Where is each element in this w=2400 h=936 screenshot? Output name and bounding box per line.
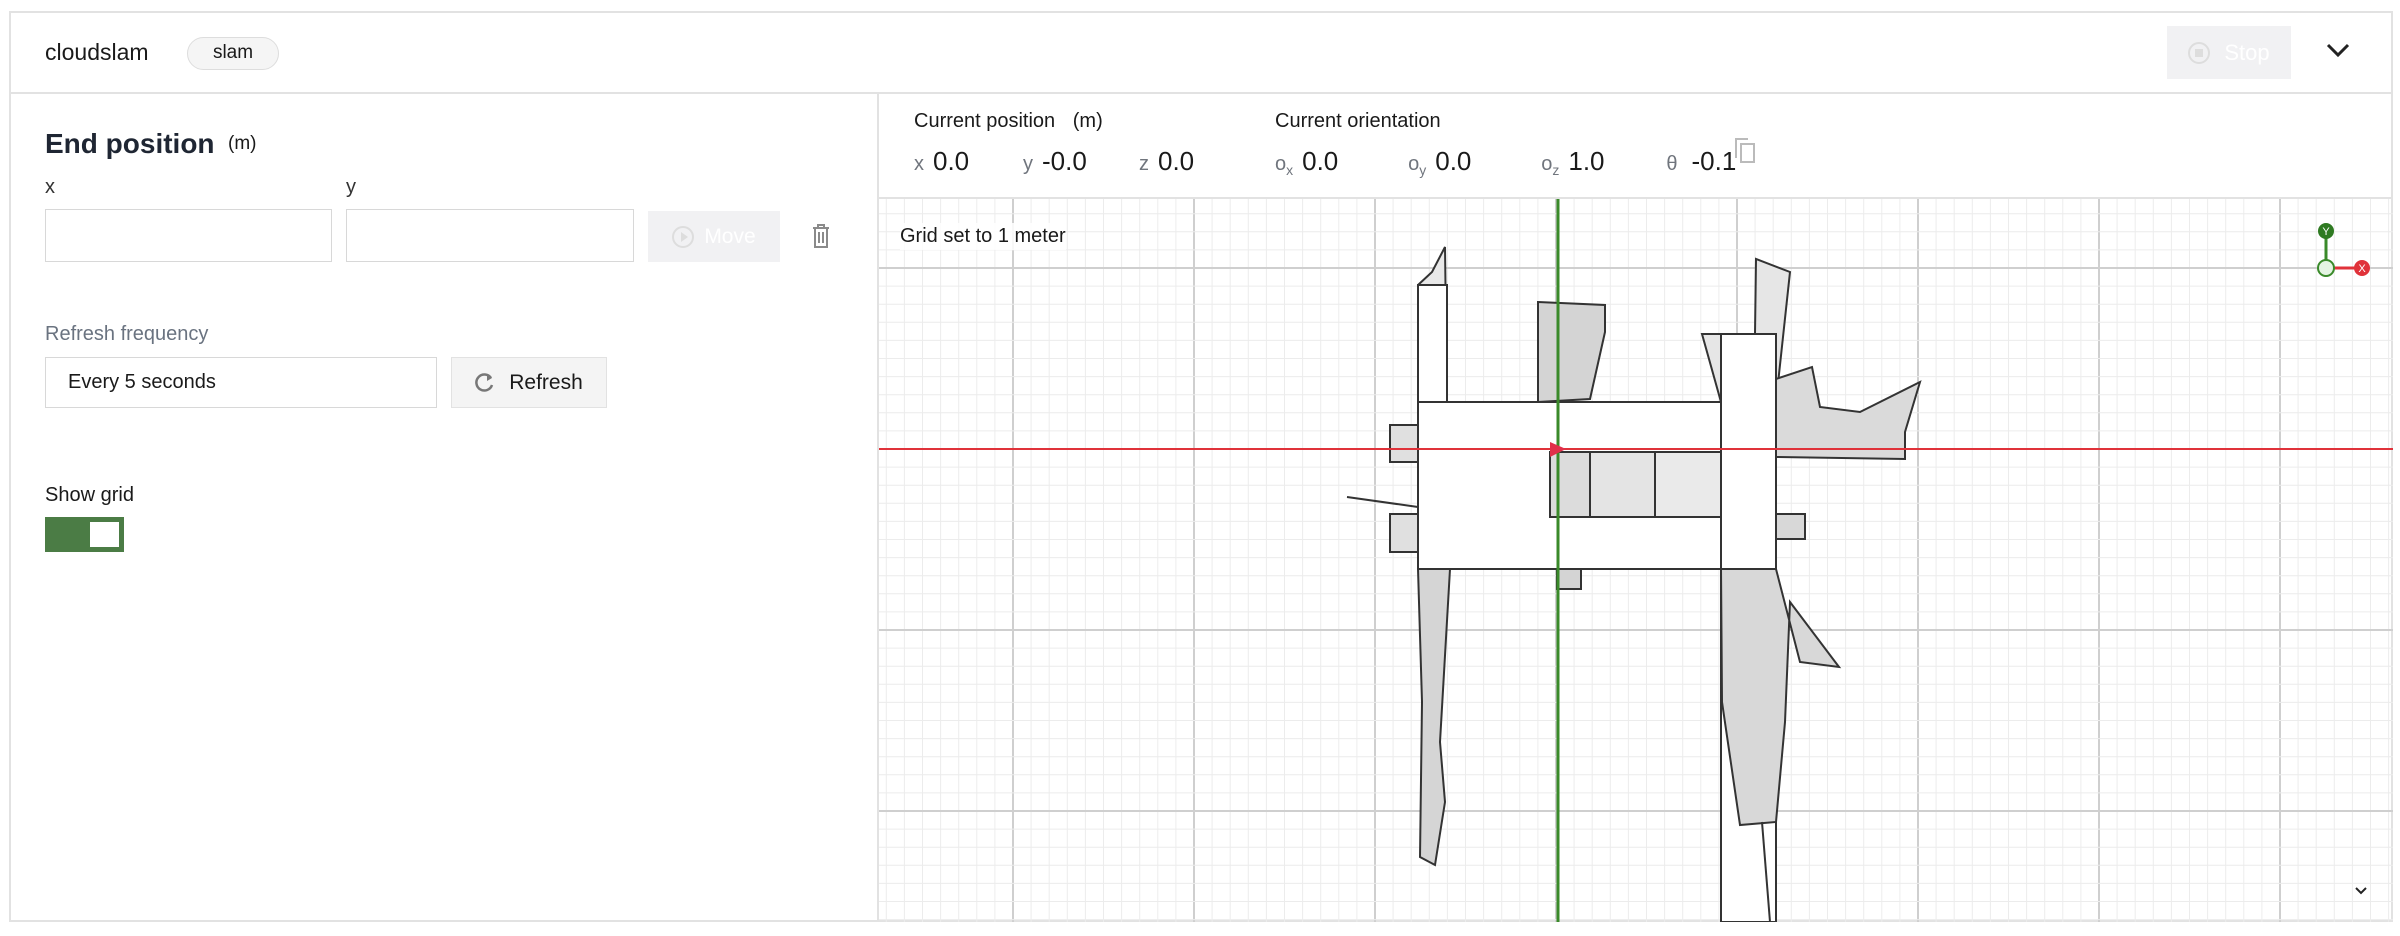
map-right-fan bbox=[1775, 365, 1922, 461]
x-label: x bbox=[45, 176, 55, 198]
refresh-button[interactable]: Refresh bbox=[451, 357, 607, 408]
oz-key: oz bbox=[1541, 153, 1560, 178]
slam-map-canvas[interactable]: Y X bbox=[879, 199, 2393, 922]
current-position-values: x 0.0 y -0.0 z 0.0 bbox=[914, 146, 1194, 177]
refresh-frequency-label: Refresh frequency bbox=[45, 323, 209, 345]
end-position-title: End position bbox=[45, 128, 215, 159]
map-inner-room-2 bbox=[1589, 451, 1656, 518]
resource-type-badge: slam bbox=[187, 37, 279, 70]
current-orientation-values: ox 0.0 oy 0.0 oz 1.0 θ -0.1 bbox=[1275, 146, 1736, 178]
slam-card bbox=[9, 11, 2393, 922]
ox-key: ox bbox=[1275, 153, 1294, 178]
current-position-title: Current position (m) bbox=[914, 110, 1103, 133]
stop-button[interactable]: Stop bbox=[2167, 26, 2291, 79]
chevron-down-icon[interactable] bbox=[2326, 38, 2350, 62]
show-grid-toggle[interactable] bbox=[45, 517, 124, 552]
pos-y-value: -0.0 bbox=[1042, 146, 1087, 176]
map-right-lower-fan bbox=[1719, 568, 1842, 827]
gizmo-y-circle bbox=[2318, 223, 2334, 239]
gizmo-x-circle bbox=[2354, 260, 2370, 276]
resource-title: cloudslam bbox=[45, 39, 149, 65]
map-inner-room-3 bbox=[1654, 451, 1722, 518]
refresh-icon bbox=[475, 372, 494, 392]
origin-axes bbox=[879, 199, 2393, 922]
refresh-frequency-select[interactable]: Every 5 seconds bbox=[45, 357, 437, 408]
oy-value: 0.0 bbox=[1435, 146, 1472, 176]
oz-value: 1.0 bbox=[1568, 146, 1605, 176]
grid-scale-note: Grid set to 1 meter bbox=[900, 223, 1066, 250]
panel-divider bbox=[877, 94, 879, 922]
robot-marker bbox=[1550, 442, 1566, 457]
play-icon bbox=[672, 225, 695, 248]
pos-y-key: y bbox=[1023, 153, 1033, 175]
refresh-label: Refresh bbox=[509, 370, 583, 394]
end-position-unit: (m) bbox=[228, 133, 257, 154]
move-label: Move bbox=[704, 224, 756, 248]
map-right-stub bbox=[1775, 513, 1806, 540]
header-divider bbox=[9, 92, 2393, 94]
map-small-block bbox=[1556, 568, 1582, 590]
axis-gizmo: Y X bbox=[2317, 223, 2370, 277]
pos-z-value: 0.0 bbox=[1158, 146, 1195, 176]
toggle-knob bbox=[90, 522, 119, 547]
current-position-unit: (m) bbox=[1072, 110, 1103, 132]
pos-z-key: z bbox=[1139, 153, 1149, 175]
map-inner-room-1 bbox=[1549, 451, 1591, 518]
occupancy-map bbox=[1346, 246, 1922, 922]
current-orientation-title: Current orientation bbox=[1275, 110, 1441, 132]
pos-x-value: 0.0 bbox=[933, 146, 970, 176]
gizmo-y-label: Y bbox=[2322, 226, 2330, 238]
theta-value: -0.1 bbox=[1691, 146, 1737, 176]
end-x-input[interactable] bbox=[45, 209, 332, 262]
gizmo-origin bbox=[2317, 259, 2335, 277]
gizmo-x-label: X bbox=[2358, 263, 2366, 275]
map-right-ray bbox=[1761, 821, 1771, 922]
map-options-chevron-icon[interactable] bbox=[2354, 886, 2368, 896]
show-grid-label: Show grid bbox=[45, 484, 134, 506]
map-left-ray bbox=[1346, 496, 1419, 508]
map-top-block bbox=[1537, 300, 1606, 404]
map-left-stub-2 bbox=[1389, 513, 1419, 553]
end-y-input[interactable] bbox=[346, 209, 634, 262]
map-left-stub-1 bbox=[1389, 424, 1419, 463]
copy-icon[interactable] bbox=[1733, 136, 1757, 164]
slam-map-view[interactable]: Y X bbox=[879, 197, 2393, 922]
stop-label: Stop bbox=[2224, 39, 2270, 65]
map-left-lower-beam bbox=[1416, 568, 1452, 867]
move-button[interactable]: Move bbox=[648, 211, 780, 262]
stop-icon bbox=[2188, 41, 2211, 64]
ox-value: 0.0 bbox=[1302, 146, 1339, 176]
y-label: y bbox=[346, 176, 356, 198]
trash-icon[interactable] bbox=[812, 224, 830, 248]
theta-key: θ bbox=[1666, 153, 1678, 175]
current-position-title-text: Current position bbox=[914, 110, 1056, 132]
oy-key: oy bbox=[1408, 153, 1427, 178]
pos-x-key: x bbox=[914, 153, 924, 175]
